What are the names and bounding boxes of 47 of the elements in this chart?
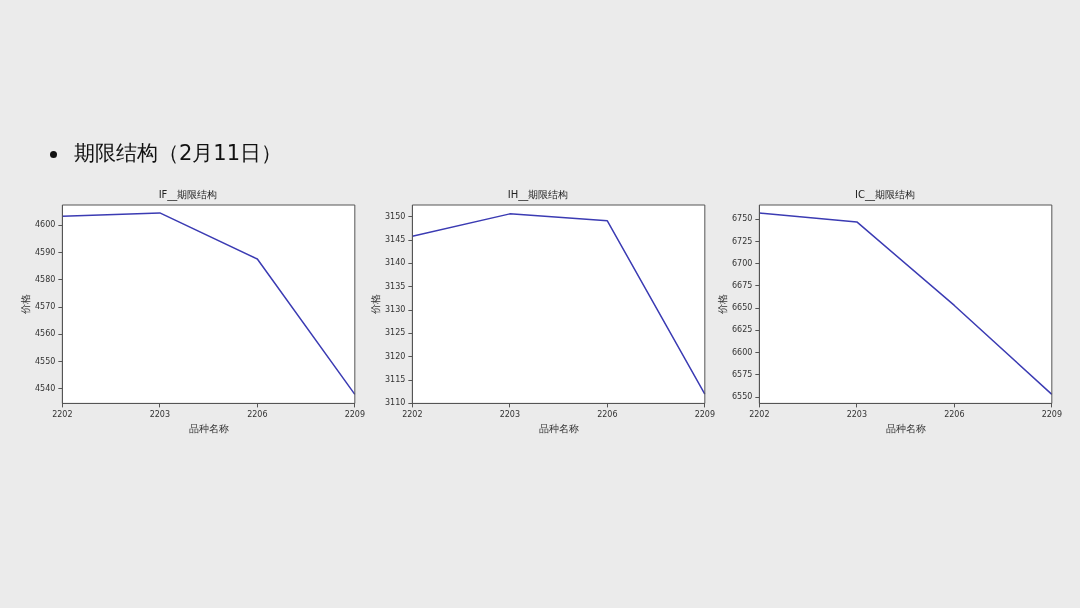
y-tick-label: 6575 (732, 369, 753, 379)
y-tick-label: 4600 (35, 220, 56, 230)
x-tick-label: 2209 (694, 410, 715, 420)
x-tick-label: 2209 (1041, 410, 1062, 420)
y-tick-label: 3135 (385, 281, 406, 291)
y-axis-title: 价格 (369, 294, 381, 316)
x-tick-label: 2202 (749, 410, 770, 420)
x-tick-label: 2203 (149, 410, 171, 420)
y-tick-label: 6650 (732, 303, 753, 313)
text: 期限结构（2月11日） (74, 140, 283, 167)
y-tick-label: 3130 (385, 305, 406, 315)
y-tick-label: 3145 (385, 235, 406, 245)
chart-title: IH__期限结构 (507, 188, 569, 201)
y-tick-label: 3140 (385, 258, 406, 268)
x-tick-label: 2202 (402, 410, 423, 420)
x-axis-title: 品种名称 (538, 422, 579, 434)
y-tick-label: 4590 (35, 247, 56, 257)
x-tick-label: 2203 (499, 410, 521, 420)
y-tick-label: 6550 (732, 392, 753, 402)
x-axis-title: 品种名称 (885, 422, 926, 434)
y-tick-label: 4560 (35, 329, 56, 339)
x-tick-label: 2202 (52, 410, 73, 420)
x-tick-label: 2206 (944, 410, 965, 420)
y-tick-label: 6625 (732, 325, 753, 335)
y-axis-title: 价格 (716, 294, 728, 316)
y-tick-label: 3125 (385, 328, 406, 338)
x-tick-label: 2203 (846, 410, 868, 420)
y-tick-label: 6700 (732, 258, 753, 268)
y-tick-label: 3115 (385, 375, 406, 385)
y-tick-label: 3120 (385, 351, 406, 361)
chart-title: IC__期限结构 (855, 188, 915, 201)
y-tick-label: 3150 (385, 211, 406, 221)
y-tick-label: 6750 (732, 214, 753, 224)
y-tick-label: 6600 (732, 347, 753, 357)
y-axis-title: 价格 (19, 294, 31, 316)
y-tick-label: 4570 (35, 302, 56, 312)
chart-title: IF__期限结构 (158, 188, 218, 201)
y-tick-label: 4550 (35, 356, 56, 366)
y-tick-label: 4540 (35, 384, 56, 394)
y-tick-label: 4580 (35, 274, 56, 284)
y-tick-label: 6725 (732, 236, 753, 246)
x-tick-label: 2206 (247, 410, 268, 420)
x-tick-label: 2206 (597, 410, 618, 420)
x-axis-title: 品种名称 (188, 422, 229, 434)
y-tick-label: 6675 (732, 280, 753, 290)
y-tick-label: 3110 (385, 398, 406, 408)
x-tick-label: 2209 (344, 410, 365, 420)
